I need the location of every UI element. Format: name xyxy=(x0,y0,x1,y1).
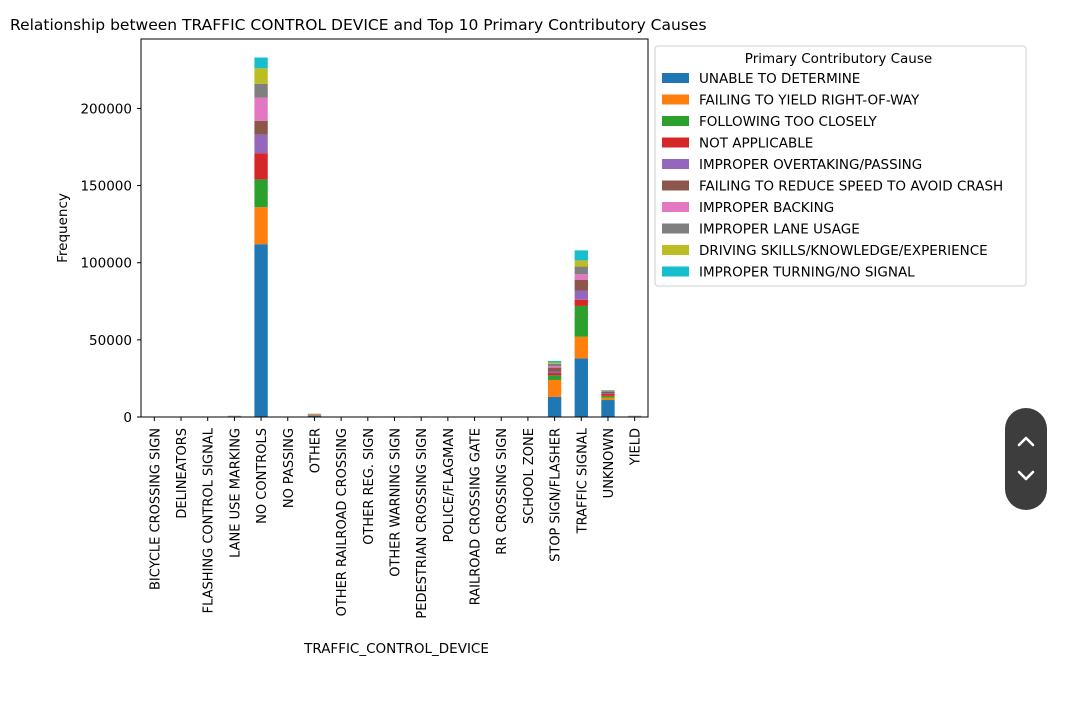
y-tick-label: 50000 xyxy=(89,333,132,349)
x-tick-label: RAILROAD CROSSING GATE xyxy=(469,428,484,605)
chart-title: Relationship between TRAFFIC CONTROL DEV… xyxy=(10,16,707,34)
x-tick-label: OTHER RAILROAD CROSSING xyxy=(335,428,350,616)
legend-label: IMPROPER LANE USAGE xyxy=(699,222,860,238)
bar-segment xyxy=(574,250,588,261)
x-tick-label: UNKNOWN xyxy=(602,428,617,498)
bar-segment xyxy=(601,395,615,398)
x-tick-label: OTHER REG. SIGN xyxy=(362,428,377,545)
x-tick-label: NO PASSING xyxy=(282,428,297,508)
x-tick-label: STOP SIGN/FLASHER xyxy=(549,428,564,562)
legend-label: UNABLE TO DETERMINE xyxy=(699,71,860,87)
legend-label: IMPROPER TURNING/NO SIGNAL xyxy=(699,265,915,281)
y-tick-label: 100000 xyxy=(80,256,132,272)
x-tick-label: DELINEATORS xyxy=(175,428,190,519)
x-tick-label: SCHOOL ZONE xyxy=(522,428,537,524)
legend-swatch xyxy=(662,202,689,212)
bar-segment xyxy=(307,415,322,417)
bar-segment xyxy=(254,57,268,69)
bar-segment xyxy=(574,274,588,280)
bar-segment xyxy=(254,120,268,135)
bar-segment xyxy=(254,179,268,208)
bar-segment xyxy=(547,360,562,363)
bar-segment xyxy=(547,371,562,374)
x-tick-label: TRAFFIC SIGNAL xyxy=(575,427,590,534)
legend-label: FAILING TO REDUCE SPEED TO AVOID CRASH xyxy=(699,179,1003,195)
bar-segment xyxy=(574,260,588,267)
legend-swatch xyxy=(662,94,689,105)
y-tick-label: 150000 xyxy=(80,179,132,195)
x-tick-label: FLASHING CONTROL SIGNAL xyxy=(202,427,217,613)
legend-swatch xyxy=(662,245,689,255)
bar-segment xyxy=(601,393,615,395)
bar-segment xyxy=(254,68,268,84)
bar-segment xyxy=(254,244,268,417)
legend-label: NOT APPLICABLE xyxy=(699,136,813,152)
bar-segment xyxy=(574,266,588,275)
y-tick-label: 0 xyxy=(123,410,132,426)
legend-swatch xyxy=(662,223,689,234)
legend-box xyxy=(654,45,1027,287)
bar-segment xyxy=(547,363,562,367)
x-tick-label: RR CROSSING SIGN xyxy=(495,428,510,555)
bar-segment xyxy=(547,366,562,368)
y-tick-label: 200000 xyxy=(80,101,132,117)
bar-segment xyxy=(574,336,588,359)
y-axis-label: Frequency xyxy=(55,193,71,263)
scroll-down-button[interactable] xyxy=(1005,455,1047,497)
bar-segment xyxy=(574,279,588,291)
scroll-up-button[interactable] xyxy=(1005,420,1047,462)
bar-segment xyxy=(254,153,268,180)
legend-swatch xyxy=(662,159,689,169)
x-tick-label: LANE USE MARKING xyxy=(228,428,243,558)
scroll-controls xyxy=(1005,408,1047,510)
bar-segment xyxy=(547,396,562,417)
bar-segment xyxy=(547,362,562,364)
legend-label: FAILING TO YIELD RIGHT-OF-WAY xyxy=(699,93,920,109)
chevron-up-icon xyxy=(1017,436,1035,447)
x-tick-label: PEDESTRIAN CROSSING SIGN xyxy=(415,428,430,619)
bar-segment xyxy=(601,390,615,392)
bar-segment xyxy=(254,83,268,98)
bar-segment xyxy=(547,373,562,376)
x-tick-label: BICYCLE CROSSING SIGN xyxy=(148,428,163,590)
bar-segment xyxy=(547,379,562,397)
legend-swatch xyxy=(662,180,689,191)
bar-segment xyxy=(601,400,615,417)
legend-label: FOLLOWING TOO CLOSELY xyxy=(699,114,877,130)
bar-segment xyxy=(601,392,615,394)
x-tick-label: OTHER xyxy=(308,428,323,473)
legend-label: IMPROPER BACKING xyxy=(699,200,834,216)
legend-swatch xyxy=(662,116,689,126)
legend-swatch xyxy=(662,266,689,277)
bar-segment xyxy=(601,397,615,401)
chevron-down-icon xyxy=(1017,470,1035,481)
legend-swatch xyxy=(662,137,689,148)
legend-label: IMPROPER OVERTAKING/PASSING xyxy=(699,157,922,173)
bar-segment xyxy=(574,290,588,300)
legend-label: DRIVING SKILLS/KNOWLEDGE/EXPERIENCE xyxy=(699,243,988,259)
bar-segment xyxy=(574,358,588,417)
legend-title: Primary Contributory Cause xyxy=(745,51,932,67)
x-tick-label: OTHER WARNING SIGN xyxy=(389,428,404,577)
x-tick-label: POLICE/FLAGMAN xyxy=(442,428,457,542)
plot-frame xyxy=(140,38,649,418)
bar-segment xyxy=(254,134,268,154)
x-tick-label: NO CONTROLS xyxy=(255,428,270,524)
bar-segment xyxy=(601,394,615,396)
bar-segment xyxy=(574,299,588,306)
bar-segment xyxy=(254,97,268,121)
bar-segment xyxy=(547,367,562,372)
x-axis-label: TRAFFIC_CONTROL_DEVICE xyxy=(303,641,489,657)
bar-segment xyxy=(547,375,562,380)
bar-segment xyxy=(574,305,588,337)
x-tick-label: YIELD xyxy=(629,428,644,466)
bar-segment xyxy=(254,207,268,245)
legend-swatch xyxy=(662,73,689,83)
